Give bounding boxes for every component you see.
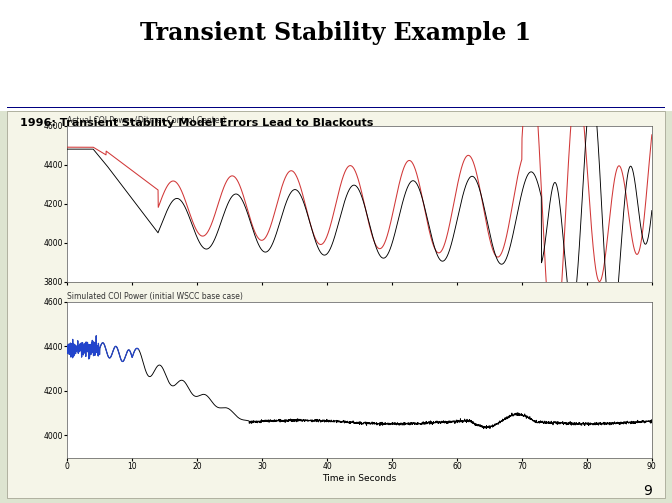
Text: Transient Stability Example 1: Transient Stability Example 1	[140, 21, 532, 45]
Text: 1996: Transient Stability Model Errors Lead to Blackouts: 1996: Transient Stability Model Errors L…	[20, 118, 374, 128]
Text: Simulated COI Power (initial WSCC base case): Simulated COI Power (initial WSCC base c…	[67, 292, 243, 301]
X-axis label: Time in Seconds: Time in Seconds	[323, 474, 396, 483]
Text: Actual COI Power (Ditmer Control Center): Actual COI Power (Ditmer Control Center)	[67, 116, 226, 125]
Text: 9: 9	[643, 484, 652, 498]
Text: i: i	[626, 81, 630, 95]
